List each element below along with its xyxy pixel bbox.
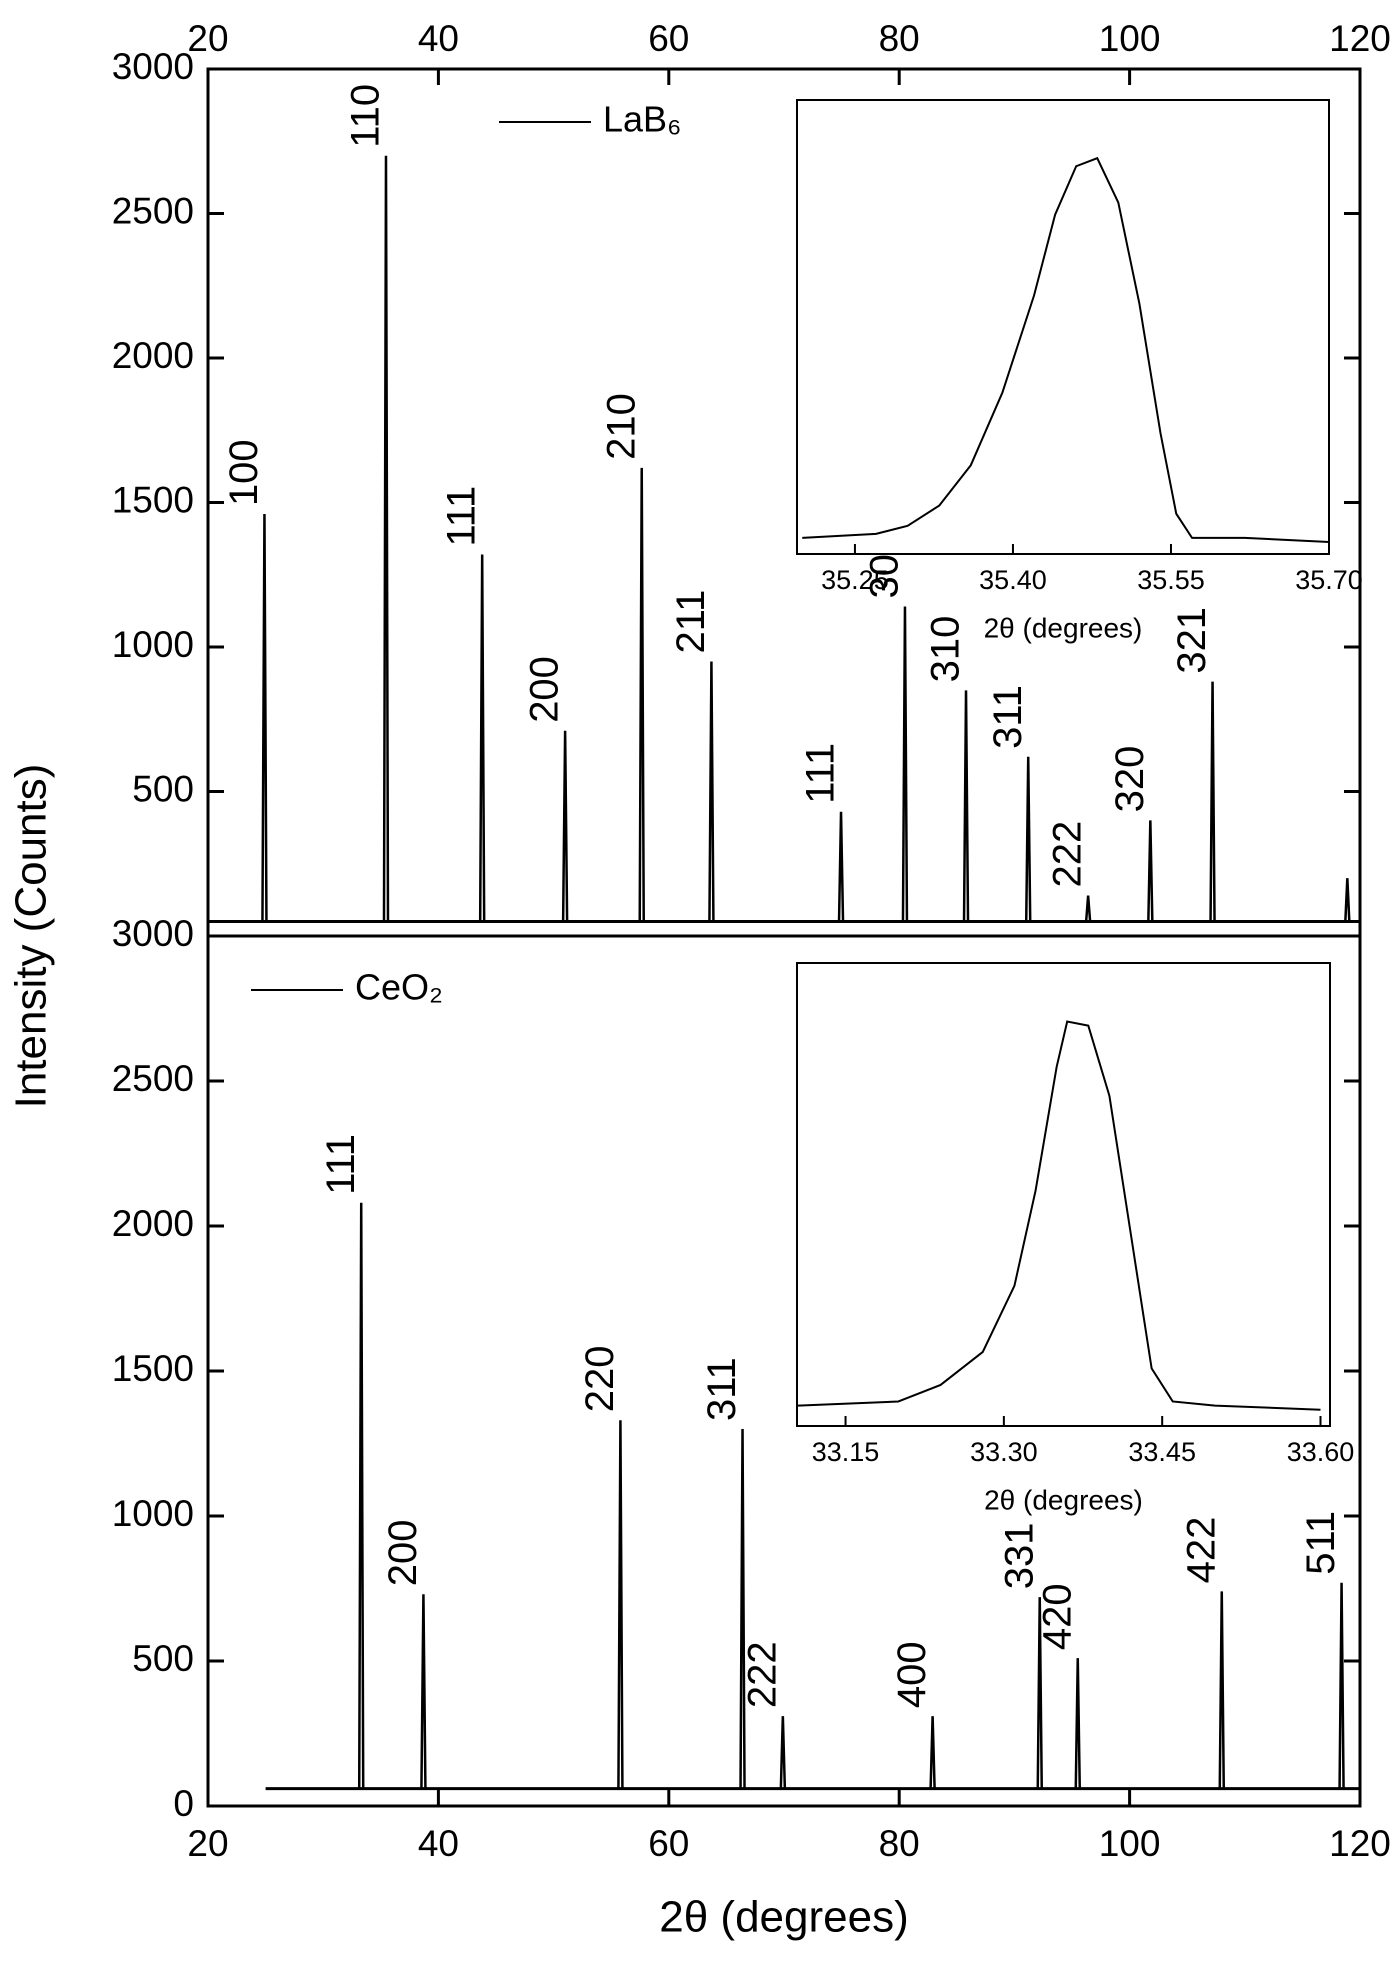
peak-label: 100: [222, 439, 266, 506]
y-tick-label: 3000: [112, 46, 194, 87]
y-tick-label: 1000: [112, 624, 194, 665]
peak: [478, 554, 486, 922]
inset-line: [798, 1020, 1321, 1411]
y-tick-label: 500: [132, 768, 194, 809]
x-tick-label: 40: [418, 18, 459, 59]
x-axis-label: 2θ (degrees): [659, 1893, 908, 1942]
peak-label: 511: [1299, 1511, 1343, 1575]
y-tick-label: 3000: [112, 913, 194, 954]
x-tick-label: 120: [1329, 1823, 1391, 1864]
x-tick-label: 120: [1329, 18, 1391, 59]
peak: [708, 661, 715, 922]
peak-label: 110: [344, 84, 388, 148]
peak: [837, 811, 845, 922]
peak-label: 320: [1108, 746, 1152, 813]
peak: [901, 606, 909, 922]
peak: [1209, 681, 1216, 922]
x-tick-label: 40: [418, 1823, 459, 1864]
peak: [1218, 1591, 1226, 1789]
peak-label: 210: [599, 393, 643, 460]
peak: [1147, 820, 1154, 922]
y-tick-label: 1000: [112, 1493, 194, 1534]
peak-label: 321: [1170, 607, 1214, 674]
legend-label: LaB₆: [603, 99, 682, 140]
y-tick-label: 2500: [112, 1058, 194, 1099]
peak-label: 220: [578, 1346, 622, 1413]
inset-tick-label: 33.60: [1287, 1437, 1355, 1467]
peak-label: 211: [669, 590, 713, 654]
legend-label: CeO₂: [355, 967, 443, 1008]
peak: [739, 1428, 746, 1789]
y-tick-label: 1500: [112, 479, 194, 520]
inset-tick-label: 35.55: [1137, 565, 1205, 595]
x-tick-label: 100: [1099, 18, 1161, 59]
inset-line: [802, 156, 1330, 543]
peak: [617, 1420, 624, 1789]
x-tick-label: 20: [187, 18, 228, 59]
peak: [1036, 1597, 1043, 1789]
y-tick-label: 2000: [112, 1203, 194, 1244]
inset-tick-label: 33.15: [812, 1437, 880, 1467]
peak: [1024, 756, 1032, 922]
peak-label: 420: [1035, 1583, 1079, 1650]
y-tick-label: 500: [132, 1638, 194, 1679]
peak: [779, 1716, 787, 1789]
peak-label: 311: [700, 1357, 744, 1421]
peak-label: 400: [890, 1641, 934, 1708]
inset-tick-label: 35.40: [979, 565, 1047, 595]
peak: [1074, 1658, 1082, 1789]
peak-label: 200: [523, 656, 567, 723]
inset-tick-label: 33.45: [1128, 1437, 1196, 1467]
y-axis-label: Intensity (Counts): [7, 764, 56, 1109]
x-tick-label: 60: [648, 18, 689, 59]
peak-label: 310: [924, 616, 968, 683]
peak-label: 111: [319, 1134, 363, 1195]
inset-x-label: 2θ (degrees): [984, 1484, 1143, 1515]
peak: [420, 1594, 427, 1789]
peak: [1344, 878, 1351, 922]
x-tick-label: 80: [879, 1823, 920, 1864]
peak-label: 422: [1179, 1517, 1223, 1584]
inset-tick-label: 35.70: [1295, 565, 1363, 595]
peak-label: 200: [381, 1520, 425, 1587]
peak-label: 331: [997, 1522, 1041, 1589]
y-tick-label: 2500: [112, 190, 194, 231]
inset-tick-label: 33.30: [970, 1437, 1038, 1467]
peak: [561, 730, 569, 922]
peak-label: 111: [799, 743, 843, 804]
x-tick-label: 80: [879, 18, 920, 59]
peak: [1338, 1582, 1345, 1789]
peak-label: 111: [440, 486, 484, 547]
inset-x-label: 2θ (degrees): [984, 612, 1143, 643]
inset-tick-label: 35.25: [821, 565, 889, 595]
peak: [929, 1716, 936, 1789]
y-tick-label: 2000: [112, 335, 194, 376]
x-tick-label: 60: [648, 1823, 689, 1864]
x-tick-label: 20: [187, 1823, 228, 1864]
peak: [382, 155, 390, 922]
peak: [261, 514, 268, 922]
y-tick-label: 0: [173, 1783, 194, 1824]
peak: [638, 467, 645, 922]
peak: [1084, 895, 1092, 922]
inset-frame: [796, 99, 1330, 555]
peak-label: 311: [986, 685, 1030, 749]
inset-frame: [796, 962, 1331, 1427]
peak: [357, 1202, 365, 1789]
peak: [962, 690, 970, 922]
peak-label: 222: [1046, 821, 1090, 888]
peak-label: 222: [740, 1641, 784, 1708]
y-tick-label: 1500: [112, 1348, 194, 1389]
x-tick-label: 100: [1099, 1823, 1161, 1864]
